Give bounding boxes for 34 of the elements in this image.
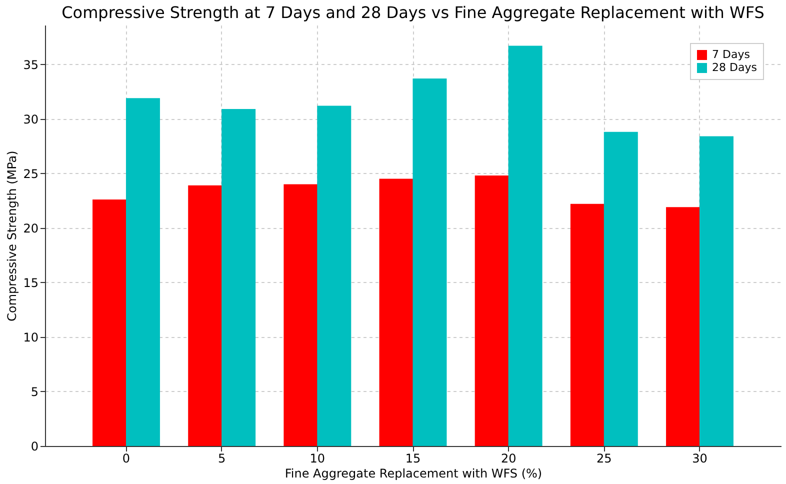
bar: [666, 207, 700, 446]
bar: [317, 106, 352, 446]
x-axis-title: Fine Aggregate Replacement with WFS (%): [284, 466, 542, 480]
bar: [126, 98, 160, 446]
y-tick-label: 30: [23, 112, 38, 126]
bar: [604, 132, 638, 446]
bar: [474, 176, 509, 446]
bar: [188, 185, 222, 446]
x-tick-label: 0: [122, 452, 130, 466]
x-tick-label: 15: [405, 452, 421, 466]
bar: [92, 200, 127, 446]
x-tick-label: 5: [218, 452, 226, 466]
bar: [379, 178, 414, 446]
x-tick-label: 30: [692, 452, 708, 466]
legend-label: 28 Days: [712, 61, 758, 74]
x-tick-label: 25: [596, 452, 612, 466]
bar: [222, 108, 256, 446]
x-tick-label: 10: [310, 452, 326, 466]
y-tick-label: 35: [23, 58, 38, 72]
y-tick-label: 25: [23, 166, 38, 181]
bar: [699, 136, 734, 446]
bar: [284, 184, 318, 446]
x-tick-label: 20: [500, 452, 516, 466]
bar: [508, 46, 542, 446]
y-tick-label: 10: [23, 330, 38, 344]
y-tick-label: 15: [23, 276, 38, 290]
y-axis-title: Compressive Strength (MPa): [5, 150, 20, 322]
bar: [570, 204, 604, 446]
chart-title: Compressive Strength at 7 Days and 28 Days vs Fine Aggregate Replacement with WFS: [62, 3, 764, 22]
y-tick-label: 20: [23, 221, 38, 236]
legend-label: 7 Days: [712, 48, 750, 61]
bar: [412, 78, 447, 446]
y-tick-label: 0: [30, 440, 38, 454]
y-tick-label: 5: [30, 384, 38, 399]
